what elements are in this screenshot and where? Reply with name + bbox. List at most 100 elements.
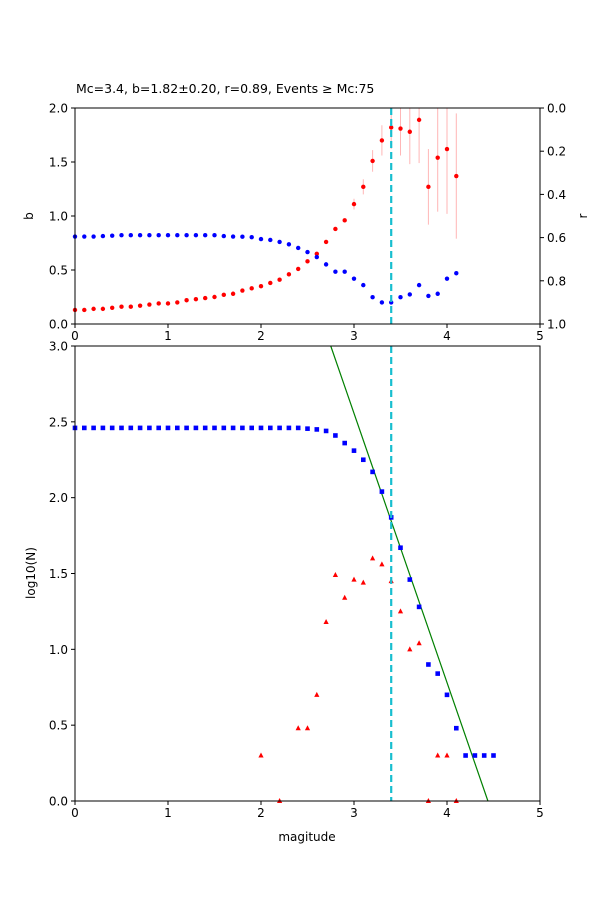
top-y-tick-label: 1.0 xyxy=(49,210,68,224)
top-point xyxy=(137,303,143,308)
bottom-point xyxy=(351,448,357,453)
bottom-point xyxy=(202,425,208,431)
top-point xyxy=(333,269,338,274)
bottom-point xyxy=(333,433,338,438)
bottom-point xyxy=(398,545,403,551)
top-y-tick-label: 0.5 xyxy=(49,264,68,278)
top-point xyxy=(444,146,450,152)
bottom-ticks: 0 1 2 3 4 5 0.0 0.5 1.0 1.5 2.0 2.5 3.0 xyxy=(49,340,544,821)
bottom-point xyxy=(277,425,282,431)
bottom-y-tick-label: 2.5 xyxy=(49,415,68,429)
top-point xyxy=(184,233,189,238)
bottom-x-tick-label: 5 xyxy=(536,806,544,820)
top-point xyxy=(314,251,319,256)
top-point xyxy=(333,226,338,232)
bottom-point xyxy=(426,662,431,667)
top-point xyxy=(193,296,199,302)
bottom-point xyxy=(407,577,413,582)
top-x-tick-label: 1 xyxy=(164,329,172,343)
top-y-right-tick-label: 1.0 xyxy=(547,318,566,332)
top-point xyxy=(454,271,459,276)
bottom-point xyxy=(491,753,496,758)
bottom-point xyxy=(342,594,348,600)
top-point xyxy=(156,233,161,238)
top-point xyxy=(175,233,180,238)
bottom-ylabel: log10(N) xyxy=(24,547,38,599)
bottom-panel: 0 1 2 3 4 5 0.0 0.5 1.0 1.5 2.0 2.5 3.0 magitude log… xyxy=(24,340,544,845)
top-point xyxy=(351,276,357,281)
bottom-point xyxy=(472,753,478,758)
bottom-point xyxy=(230,425,236,431)
top-point xyxy=(426,293,431,299)
top-y-right-tick-label: 0.0 xyxy=(547,102,566,116)
bottom-xlabel: magitude xyxy=(278,830,335,844)
top-plot-marks xyxy=(72,108,459,324)
top-point xyxy=(128,304,133,309)
bottom-point xyxy=(351,576,357,582)
top-point xyxy=(119,304,124,309)
top-point xyxy=(389,125,394,130)
bottom-point xyxy=(416,604,422,610)
top-point xyxy=(240,288,245,293)
bottom-point xyxy=(361,457,366,463)
bottom-point xyxy=(360,579,366,585)
top-point xyxy=(91,306,96,312)
top-y-right-tick-label: 0.2 xyxy=(547,145,566,159)
top-point xyxy=(435,155,440,160)
bottom-point xyxy=(314,691,320,697)
top-y-right-tick-label: 0.8 xyxy=(547,274,566,288)
top-point xyxy=(240,234,245,239)
top-ylabel-right: r xyxy=(576,213,590,218)
top-point xyxy=(323,239,329,245)
top-point xyxy=(147,233,152,238)
bottom-point xyxy=(416,640,422,646)
top-point xyxy=(221,233,226,239)
top-x-tick-label: 0 xyxy=(71,329,79,343)
top-point xyxy=(323,262,329,267)
top-point xyxy=(230,291,236,296)
bottom-point xyxy=(323,619,329,625)
bottom-point xyxy=(193,425,199,431)
bottom-point xyxy=(109,425,115,431)
top-axes-frame xyxy=(74,107,541,325)
bottom-point xyxy=(165,425,171,431)
top-point xyxy=(165,301,171,306)
top-point xyxy=(286,272,292,277)
top-point xyxy=(82,234,87,239)
bottom-point xyxy=(258,752,264,758)
top-point xyxy=(286,242,292,247)
bottom-point xyxy=(304,725,311,731)
top-point xyxy=(100,233,106,239)
top-point xyxy=(398,126,403,131)
bottom-point xyxy=(323,428,329,434)
top-point xyxy=(110,305,115,310)
top-point xyxy=(165,233,171,238)
bottom-point xyxy=(221,425,227,431)
top-point xyxy=(82,307,87,313)
top-x-tick-label: 3 xyxy=(350,329,358,343)
bottom-point xyxy=(295,425,301,431)
bottom-point xyxy=(249,425,254,431)
top-point xyxy=(351,201,357,207)
bottom-point xyxy=(332,572,338,578)
bottom-y-tick-label: 2.0 xyxy=(49,491,68,505)
bottom-point xyxy=(212,425,217,431)
top-point xyxy=(249,234,254,240)
bottom-y-tick-label: 0.0 xyxy=(49,795,68,809)
bottom-point xyxy=(156,425,161,431)
top-point xyxy=(426,184,431,190)
top-point xyxy=(268,280,273,286)
top-point xyxy=(342,269,347,274)
top-point xyxy=(454,173,459,179)
bottom-point xyxy=(268,425,273,431)
bottom-fit-line xyxy=(330,345,489,802)
bottom-axes-frame xyxy=(74,345,541,802)
top-point xyxy=(314,254,319,260)
top-y-right-tick-label: 0.4 xyxy=(547,188,566,202)
top-point xyxy=(416,117,422,123)
top-point xyxy=(258,236,264,242)
bottom-point xyxy=(175,425,180,431)
bottom-point xyxy=(463,753,468,758)
bottom-point xyxy=(286,425,292,431)
